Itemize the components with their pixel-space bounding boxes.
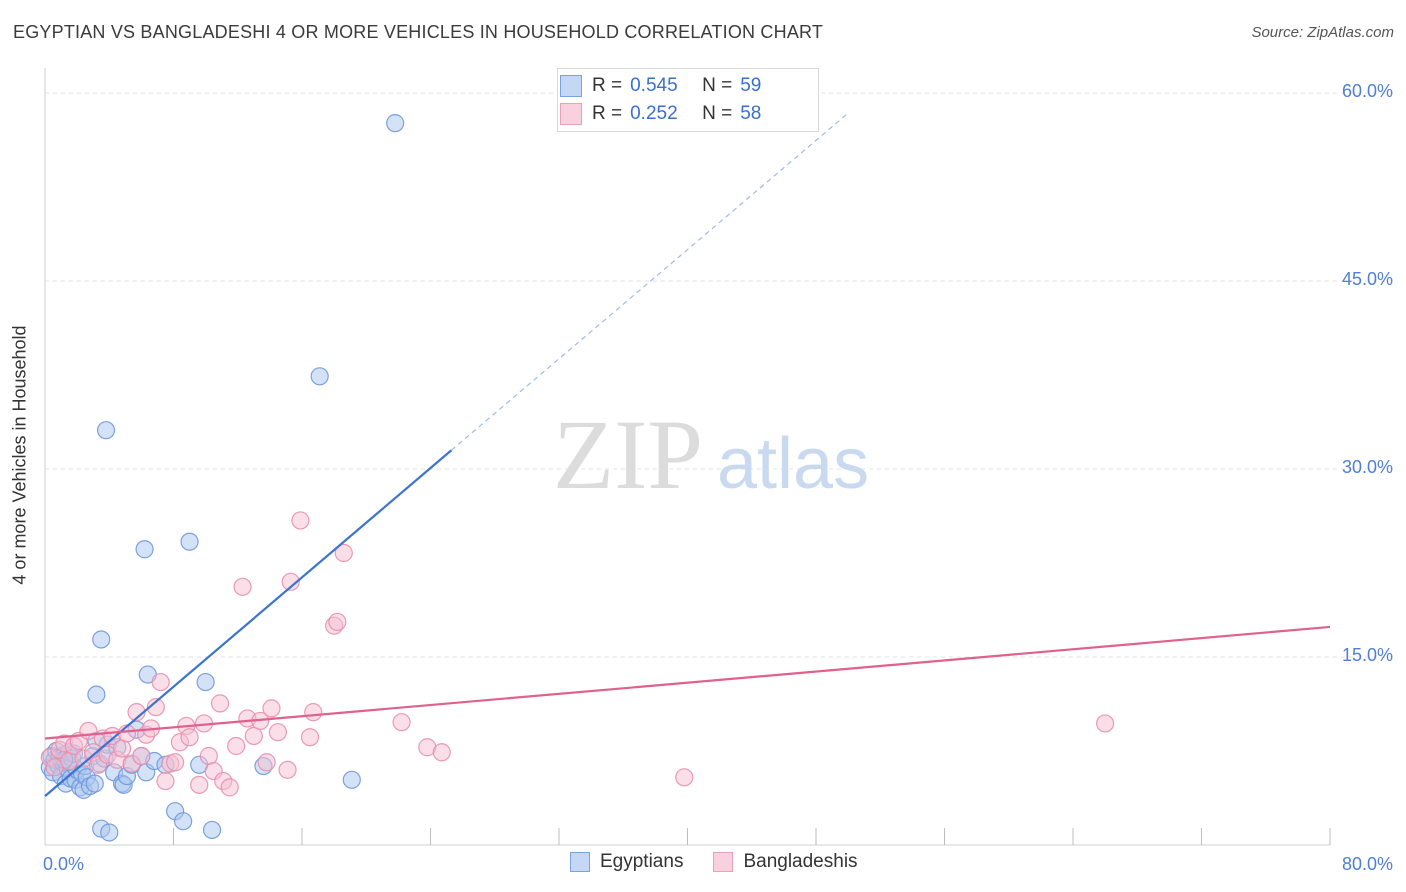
bangladeshi-point bbox=[262, 699, 281, 718]
egyptian-point bbox=[180, 532, 199, 551]
bangladeshi-point bbox=[328, 612, 347, 632]
y-tick-label: 45.0% bbox=[1342, 269, 1393, 289]
legend-r-label: R = bbox=[592, 75, 623, 96]
egyptian-point bbox=[342, 770, 361, 789]
egyptians-label: Egyptians bbox=[600, 851, 684, 872]
legend-r-value: 0.252 bbox=[630, 103, 678, 124]
bangladeshi-point bbox=[156, 771, 175, 791]
egyptian-point bbox=[87, 685, 106, 704]
egyptian-point bbox=[85, 774, 104, 793]
egyptian-point bbox=[386, 114, 405, 133]
legend-swatch-bangladeshis bbox=[560, 103, 582, 125]
legend-row-egyptians: R = 0.545 N = 59 bbox=[560, 73, 762, 99]
legend-n-value: 59 bbox=[740, 75, 762, 96]
egyptian-point bbox=[196, 672, 215, 692]
bangladeshi-point bbox=[268, 723, 288, 742]
bangladeshi-point bbox=[244, 726, 263, 746]
egyptian-point bbox=[100, 823, 119, 842]
watermark-zip: ZIP bbox=[553, 399, 703, 510]
bangladeshi-point bbox=[132, 746, 151, 766]
legend-swatch-egyptians bbox=[560, 75, 582, 97]
bangladeshi-point bbox=[1096, 714, 1115, 733]
bangladeshi-point bbox=[112, 739, 132, 758]
series-legend-egyptians[interactable]: Egyptians bbox=[570, 851, 683, 873]
watermark-atlas: atlas bbox=[717, 424, 869, 504]
y-tick-label: 60.0% bbox=[1342, 81, 1393, 101]
bangladeshi-point bbox=[199, 746, 218, 766]
legend-r-label: R = bbox=[592, 103, 623, 124]
chart-title: EGYPTIAN VS BANGLADESHI 4 OR MORE VEHICL… bbox=[13, 22, 824, 42]
bangladeshi-point bbox=[257, 753, 276, 772]
egyptian-point bbox=[92, 630, 111, 649]
egyptians-trend-extension bbox=[450, 112, 849, 451]
axes bbox=[44, 68, 1331, 846]
bangladeshis-trend-line bbox=[44, 625, 1331, 740]
bangladeshi-point bbox=[278, 760, 297, 779]
bangladeshi-point bbox=[675, 768, 694, 787]
bangladeshi-point bbox=[166, 753, 185, 772]
series-legend-bangladeshis[interactable]: Bangladeshis bbox=[713, 851, 858, 873]
egyptian-point bbox=[135, 540, 154, 559]
bangladeshi-point bbox=[291, 511, 310, 530]
bangladeshi-point bbox=[227, 736, 246, 756]
bangladeshi-point bbox=[210, 694, 230, 713]
egyptians-swatch bbox=[570, 852, 590, 872]
bangladeshis-swatch bbox=[713, 852, 734, 872]
grid-lines bbox=[45, 92, 1395, 658]
egyptian-point bbox=[96, 421, 116, 440]
correlation-legend: R = 0.545 N = 59 R = 0.252 N = 58 bbox=[557, 68, 819, 132]
y-tick-label: 30.0% bbox=[1342, 457, 1393, 477]
legend-n-label: N = bbox=[702, 75, 733, 96]
bangladeshi-point bbox=[220, 778, 239, 797]
legend-r-value: 0.545 bbox=[630, 75, 678, 96]
egyptians-trend-line bbox=[44, 449, 453, 797]
bangladeshi-point bbox=[180, 728, 199, 747]
bangladeshi-point bbox=[432, 743, 451, 762]
x-tick-label: 0.0% bbox=[43, 854, 84, 874]
bangladeshi-point bbox=[190, 775, 209, 794]
bangladeshis-label: Bangladeshis bbox=[743, 851, 858, 872]
egyptian-point bbox=[310, 367, 329, 386]
y-tick-label: 15.0% bbox=[1342, 645, 1393, 665]
bangladeshi-point bbox=[392, 713, 411, 732]
y-axis-label: 4 or more Vehicles in Household bbox=[9, 325, 30, 585]
source-label: Source: ZipAtlas.com bbox=[1251, 24, 1394, 41]
trend-lines bbox=[44, 112, 1331, 797]
bangladeshi-point bbox=[304, 703, 323, 722]
bangladeshi-point bbox=[151, 672, 170, 692]
bangladeshi-point bbox=[146, 698, 165, 717]
series-legend: Egyptians Bangladeshis bbox=[570, 851, 888, 873]
egyptian-point bbox=[174, 812, 193, 831]
bangladeshi-point bbox=[334, 543, 353, 563]
tick-labels: 15.0% 30.0% 45.0% 60.0% 0.0% 80.0% bbox=[43, 81, 1393, 874]
legend-row-bangladeshis: R = 0.252 N = 58 bbox=[560, 101, 762, 127]
legend-n-value: 58 bbox=[740, 103, 762, 124]
bangladeshi-point bbox=[300, 728, 320, 747]
egyptian-point bbox=[202, 820, 222, 840]
legend-n-label: N = bbox=[702, 103, 733, 124]
bangladeshi-point bbox=[281, 572, 300, 591]
x-tick-label: 80.0% bbox=[1342, 854, 1393, 874]
bangladeshi-point bbox=[233, 577, 252, 596]
